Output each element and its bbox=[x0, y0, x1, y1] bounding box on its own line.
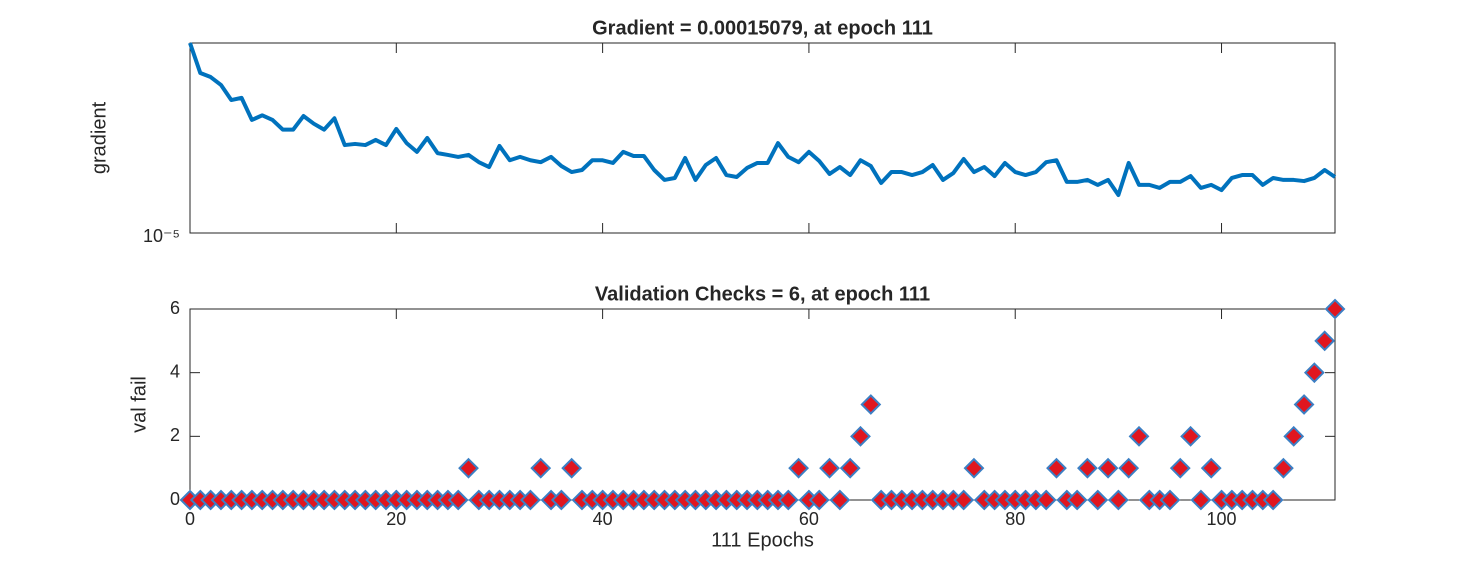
x-tick-label: 40 bbox=[593, 509, 613, 529]
marker bbox=[1190, 489, 1212, 511]
marker bbox=[1200, 457, 1222, 479]
marker bbox=[963, 457, 985, 479]
marker bbox=[1262, 489, 1284, 511]
marker bbox=[1169, 457, 1191, 479]
marker bbox=[839, 457, 861, 479]
marker bbox=[850, 425, 871, 447]
marker bbox=[1046, 457, 1067, 479]
marker bbox=[788, 457, 810, 479]
marker bbox=[1087, 489, 1109, 511]
y-axis-label: gradient bbox=[88, 101, 110, 174]
x-tick-label: 0 bbox=[185, 509, 195, 529]
marker bbox=[1314, 330, 1336, 352]
chart-title: Validation Checks = 6, at epoch 111 bbox=[595, 283, 930, 305]
x-tick-label: 80 bbox=[1005, 509, 1025, 529]
marker bbox=[1303, 362, 1325, 384]
marker bbox=[1293, 394, 1315, 415]
marker bbox=[1283, 425, 1305, 447]
x-axis-label: 111 Epochs bbox=[711, 529, 814, 551]
marker bbox=[1066, 489, 1088, 511]
marker bbox=[819, 457, 840, 479]
marker bbox=[550, 489, 572, 511]
marker bbox=[1077, 457, 1098, 479]
marker bbox=[447, 489, 469, 511]
marker bbox=[519, 489, 541, 511]
x-tick-label: 100 bbox=[1207, 509, 1237, 529]
axes-box bbox=[189, 42, 1336, 234]
y-tick-label: 10⁻⁵ bbox=[143, 226, 180, 246]
marker bbox=[1118, 457, 1140, 479]
marker bbox=[953, 489, 975, 511]
marker bbox=[1097, 457, 1119, 479]
marker bbox=[860, 394, 882, 415]
marker bbox=[1128, 425, 1150, 447]
marker bbox=[808, 489, 830, 511]
marker bbox=[829, 489, 851, 511]
marker bbox=[530, 457, 552, 479]
y-tick-label: 0 bbox=[170, 489, 180, 509]
marker bbox=[1273, 457, 1294, 479]
x-tick-label: 60 bbox=[799, 509, 819, 529]
marker bbox=[1107, 489, 1129, 511]
marker bbox=[1035, 489, 1057, 511]
y-tick-label: 4 bbox=[170, 361, 180, 381]
gradient-line bbox=[188, 42, 1337, 198]
marker bbox=[777, 489, 799, 511]
marker bbox=[1159, 489, 1181, 511]
y-tick-label: 6 bbox=[170, 298, 180, 318]
x-tick-label: 20 bbox=[386, 509, 406, 529]
y-tick-label: 2 bbox=[170, 425, 180, 445]
chart-title: Gradient = 0.00015079, at epoch 111 bbox=[592, 17, 933, 39]
marker bbox=[1324, 298, 1346, 320]
marker bbox=[458, 457, 479, 479]
marker bbox=[561, 457, 583, 479]
axes-box bbox=[189, 308, 1336, 501]
y-axis-label: val fail bbox=[128, 376, 150, 433]
marker bbox=[1180, 425, 1202, 447]
